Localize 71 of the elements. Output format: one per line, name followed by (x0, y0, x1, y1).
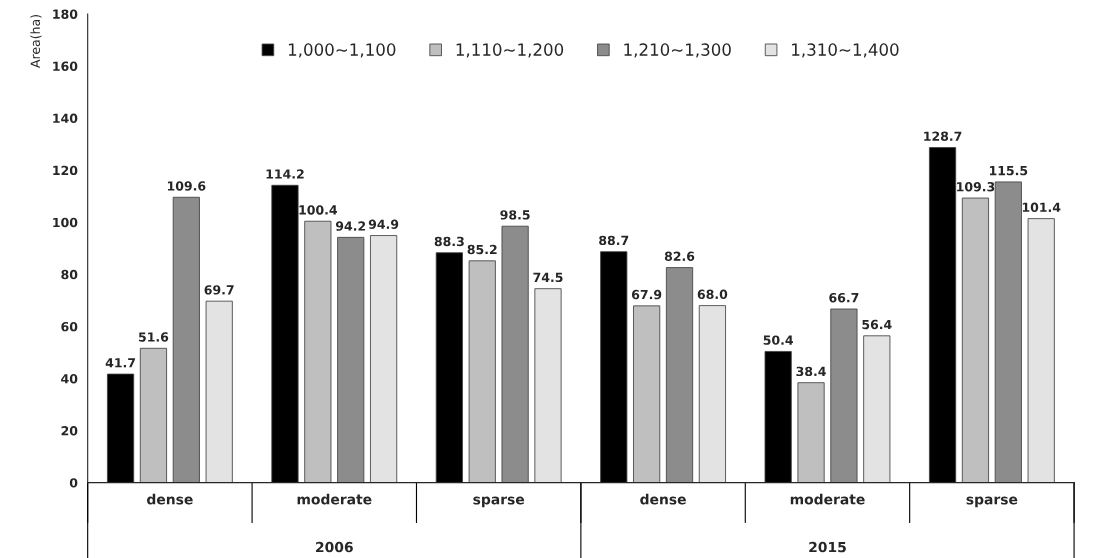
bar (797, 382, 825, 483)
bar (337, 236, 365, 483)
bar (106, 373, 135, 483)
data-label: 66.7 (829, 292, 859, 303)
data-label: 94.2 (335, 221, 366, 231)
x-tick-label: dense (147, 493, 193, 505)
bar (863, 335, 891, 483)
bar (139, 347, 168, 483)
data-label: 101.4 (1022, 202, 1061, 213)
y-axis-title: Area(ha) (30, 15, 42, 68)
x-tick-label: moderate (790, 493, 865, 505)
data-label: 88.3 (434, 236, 464, 247)
data-label: 41.7 (105, 358, 135, 368)
data-label: 114.2 (266, 169, 304, 179)
data-label: 128.7 (924, 131, 962, 141)
x-tick-label: sparse (473, 496, 525, 508)
bar (764, 351, 792, 483)
bar (633, 305, 661, 483)
data-label: 56.4 (862, 319, 892, 330)
bar (468, 260, 496, 483)
data-label: 38.4 (796, 366, 826, 377)
y-tick-label: 120 (53, 165, 78, 176)
text: 2006 (316, 541, 353, 553)
bar (1027, 218, 1055, 483)
x-tick-label: sparse (966, 496, 1018, 508)
y-tick-label: 160 (53, 61, 78, 71)
bar (172, 196, 200, 483)
legend-label: 1,000~1,100 (288, 43, 396, 58)
bar (600, 251, 628, 483)
bar (961, 197, 990, 483)
legend-label: 1,110~1,200 (456, 43, 564, 58)
bar (698, 305, 726, 483)
y-tick-label: 180 (53, 9, 78, 19)
bar (665, 267, 694, 483)
y-tick-label: 80 (61, 269, 78, 280)
data-label: 88.7 (599, 235, 629, 246)
bar (534, 288, 562, 483)
data-label: 98.5 (500, 210, 530, 220)
bar (994, 181, 1022, 483)
bar (830, 308, 858, 483)
data-label: 50.4 (763, 335, 794, 345)
data-label: 82.6 (664, 251, 695, 261)
data-label: 85.2 (467, 244, 497, 255)
y-tick-label: 140 (53, 113, 78, 124)
bar (304, 220, 332, 483)
text: 2015 (809, 541, 846, 553)
bar (370, 235, 398, 483)
x-tick-label: dense (640, 493, 686, 505)
y-tick-label: 60 (61, 321, 78, 332)
y-tick-label: 100 (53, 217, 78, 228)
y-tick-label: 40 (61, 373, 78, 384)
data-label: 51.6 (138, 332, 169, 342)
data-label: 69.7 (204, 285, 234, 295)
data-label: 100.4 (299, 205, 338, 215)
y-tick-label: 0 (69, 478, 78, 488)
data-label: 109.3 (957, 182, 995, 192)
data-label: 94.9 (368, 219, 399, 229)
bar (271, 184, 299, 483)
data-label: 109.6 (167, 181, 206, 191)
y-tick-label: 20 (61, 426, 78, 436)
bar (205, 300, 233, 483)
x-tick-label: moderate (297, 493, 372, 505)
data-label: 115.5 (989, 166, 1028, 176)
data-label: 68.0 (697, 289, 728, 300)
data-label: 74.5 (533, 272, 563, 283)
legend-label: 1,210~1,300 (624, 43, 731, 58)
legend-label: 1,310~1,400 (792, 43, 899, 58)
data-label: 67.9 (632, 289, 662, 300)
bar (435, 252, 463, 483)
bar (928, 147, 957, 483)
bar (501, 225, 529, 483)
